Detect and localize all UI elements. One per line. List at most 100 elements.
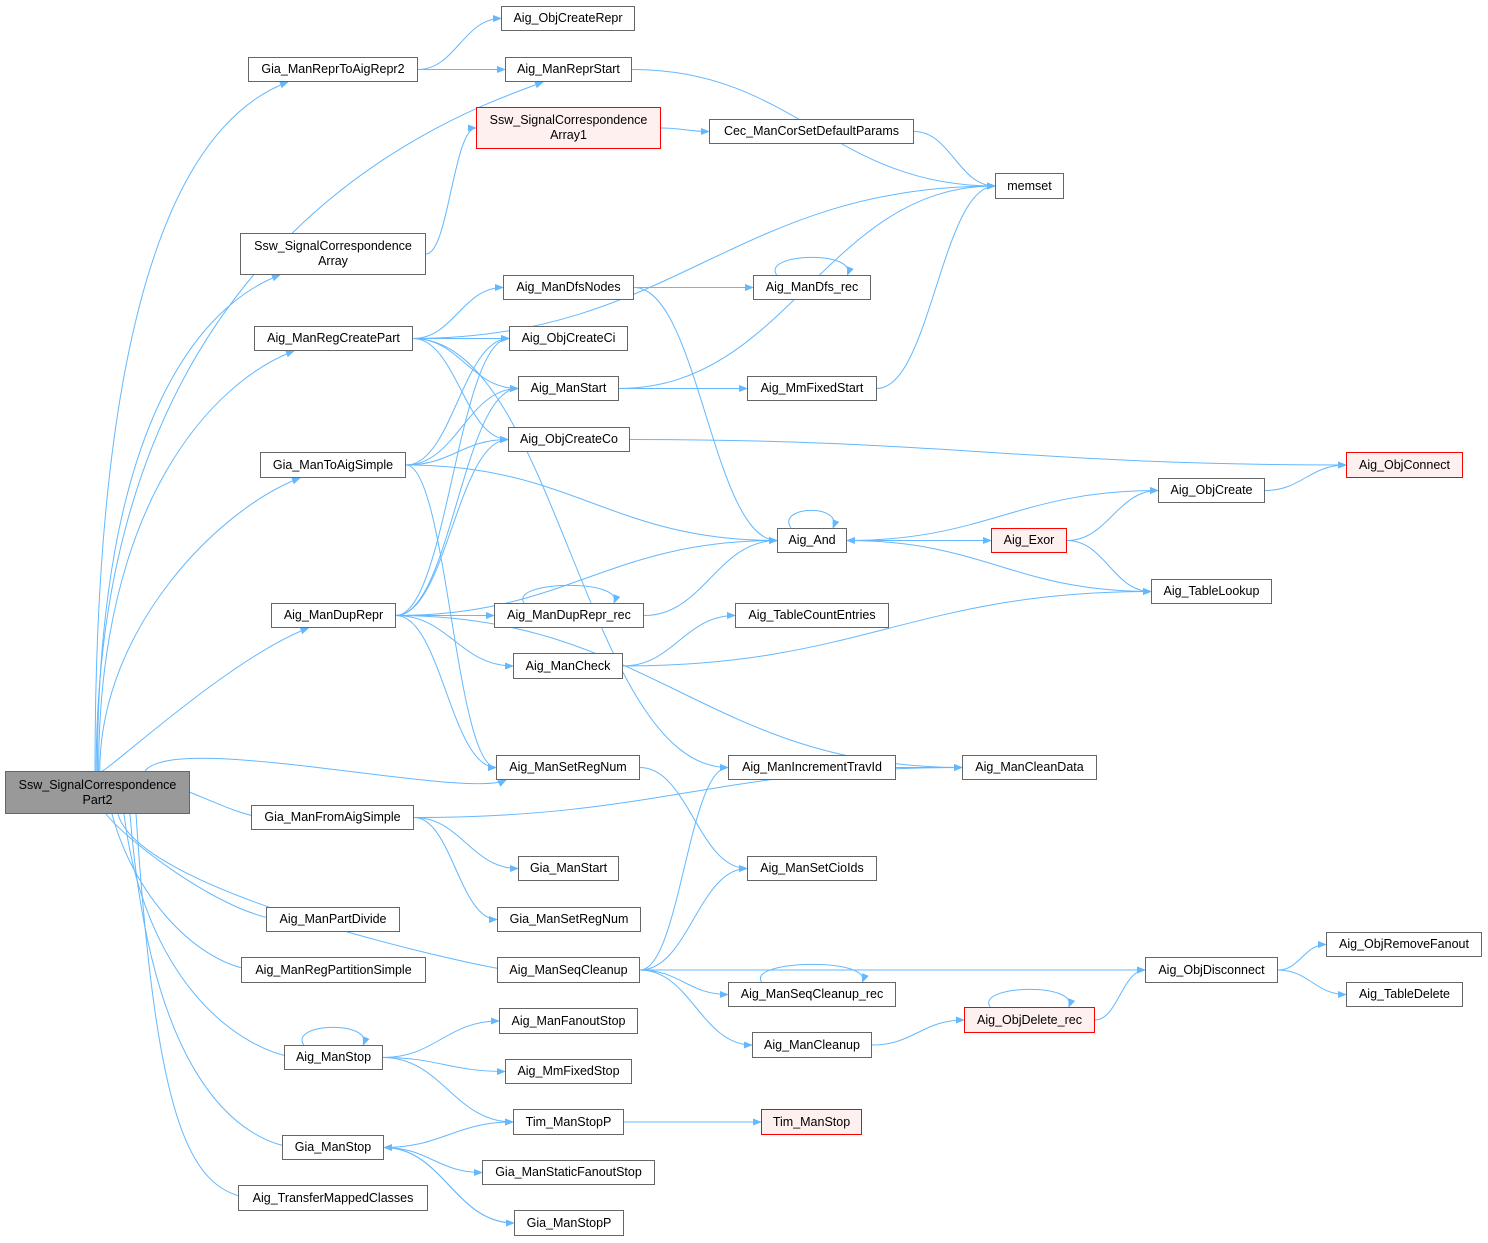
node-mancleanup[interactable]: Aig_ManCleanup <box>752 1032 872 1058</box>
edge-seqcleanup-to-mancleanup <box>639 969 753 1049</box>
node-seqcleanuprec[interactable]: Aig_ManSeqCleanup_rec <box>728 982 896 1007</box>
edge-seqcleanuprec-to-seqcleanuprec <box>759 963 869 983</box>
node-objcreaterepr[interactable]: Aig_ObjCreateRepr <box>501 6 635 31</box>
node-sswarray1[interactable]: Ssw_SignalCorrespondence Array1 <box>476 107 661 149</box>
edge-and-to-objcreate <box>846 486 1159 541</box>
node-giastaticfanoutstop[interactable]: Gia_ManStaticFanoutStop <box>482 1160 655 1185</box>
node-label: Aig_TransferMappedClasses <box>252 1190 414 1205</box>
node-label: Aig_ManRegCreatePart <box>267 331 400 345</box>
edge-duprepr-to-mancheck <box>395 615 514 670</box>
node-giareprtoaigrepr2[interactable]: Gia_ManReprToAigRepr2 <box>248 57 418 82</box>
node-label: Aig_ManStop <box>295 1050 372 1064</box>
node-label: Aig_ManCleanup <box>764 1037 860 1052</box>
node-manstop[interactable]: Aig_ManStop <box>284 1045 383 1070</box>
edge-root-to-manreprstart <box>95 81 544 772</box>
edge-duprepr-to-objcreateco <box>395 435 509 616</box>
edge-root-to-setregnum <box>144 757 507 787</box>
node-timstopp[interactable]: Tim_ManStopP <box>513 1109 624 1135</box>
edge-seqcleanup-to-inctravid <box>639 763 729 971</box>
node-partdivide[interactable]: Aig_ManPartDivide <box>266 907 400 932</box>
node-transfermapped[interactable]: Aig_TransferMappedClasses <box>238 1185 428 1211</box>
edge-regcreatepart-to-objcreateco <box>412 338 509 444</box>
edge-giatoaigsimple-to-setregnum <box>405 464 497 772</box>
edge-root-to-giatoaigsimple <box>99 477 301 772</box>
node-objdeleterec[interactable]: Aig_ObjDelete_rec <box>964 1007 1095 1033</box>
edge-exor-to-tablelookup <box>1066 540 1152 596</box>
node-sswarray[interactable]: Ssw_SignalCorrespondence Array <box>240 233 426 275</box>
node-giastart[interactable]: Gia_ManStart <box>518 856 619 881</box>
node-label: Aig_ObjConnect <box>1358 457 1451 472</box>
node-label: Aig_ManFanoutStop <box>511 1013 626 1028</box>
node-dfsnodes[interactable]: Aig_ManDfsNodes <box>503 275 634 300</box>
node-mmfixedstop[interactable]: Aig_MmFixedStop <box>505 1059 632 1084</box>
node-fanoutstop[interactable]: Aig_ManFanoutStop <box>499 1008 638 1034</box>
edge-objcreate-to-objconnect <box>1264 461 1347 491</box>
node-manreprstart[interactable]: Aig_ManReprStart <box>505 57 632 82</box>
node-label: Aig_ManIncrementTravId <box>742 760 882 774</box>
node-seqcleanup[interactable]: Aig_ManSeqCleanup <box>497 957 640 983</box>
edge-root-to-giastop <box>129 813 293 1150</box>
edge-root-to-sswarray <box>96 274 281 772</box>
node-objdisconnect[interactable]: Aig_ObjDisconnect <box>1145 957 1278 983</box>
node-cleandata[interactable]: Aig_ManCleanData <box>962 755 1097 780</box>
edge-objdisconnect-to-tabledelete <box>1277 969 1347 999</box>
node-objremovefanout[interactable]: Aig_ObjRemoveFanout <box>1326 932 1482 957</box>
node-label: Aig_ManRegPartitionSimple <box>255 962 412 977</box>
node-tablelookup[interactable]: Aig_TableLookup <box>1151 579 1272 604</box>
node-objcreateci[interactable]: Aig_ObjCreateCi <box>509 326 628 351</box>
edge-dupreprrec-to-dupreprrec <box>522 584 621 604</box>
node-label: Aig_ManPartDivide <box>279 912 387 926</box>
node-giasetregnum[interactable]: Gia_ManSetRegNum <box>497 907 641 932</box>
node-regpartsimple[interactable]: Aig_ManRegPartitionSimple <box>241 957 426 983</box>
node-setregnum[interactable]: Aig_ManSetRegNum <box>496 755 640 780</box>
node-objcreateco[interactable]: Aig_ObjCreateCo <box>508 427 630 452</box>
node-label: Aig_ManSeqCleanup <box>509 962 628 977</box>
node-timstop[interactable]: Tim_ManStop <box>761 1109 862 1135</box>
edge-manstop-to-fanoutstop <box>382 1017 500 1058</box>
node-regcreatepart[interactable]: Aig_ManRegCreatePart <box>254 326 413 351</box>
node-label: Aig_MmFixedStop <box>517 1064 620 1078</box>
edge-manstop-to-manstop <box>301 1026 370 1046</box>
edge-mmfixedstart-to-memset <box>876 182 996 389</box>
node-label: Aig_TableLookup <box>1163 584 1260 598</box>
edge-duprepr-to-and <box>395 536 778 616</box>
node-root[interactable]: Ssw_SignalCorrespondence Part2 <box>5 771 190 814</box>
node-duprepr[interactable]: Aig_ManDupRepr <box>271 603 396 628</box>
node-giastop[interactable]: Gia_ManStop <box>282 1135 384 1160</box>
edge-dupreprrec-to-and <box>643 536 778 616</box>
node-label: Aig_ManSetCioIds <box>760 861 864 875</box>
node-mmfixedstart[interactable]: Aig_MmFixedStart <box>747 376 877 401</box>
node-label: Aig_ManCleanData <box>975 760 1084 774</box>
node-objconnect[interactable]: Aig_ObjConnect <box>1346 452 1463 478</box>
node-inctravid[interactable]: Aig_ManIncrementTravId <box>728 755 896 780</box>
node-memset[interactable]: memset <box>995 173 1064 199</box>
edge-root-to-duprepr <box>100 627 310 772</box>
node-dfsrec[interactable]: Aig_ManDfs_rec <box>753 275 871 300</box>
node-tablecount[interactable]: Aig_TableCountEntries <box>735 603 889 628</box>
edge-root-to-manstop <box>123 813 295 1060</box>
edge-dfsrec-to-dfsrec <box>774 256 854 276</box>
node-cecdefault[interactable]: Cec_ManCorSetDefaultParams <box>709 119 914 144</box>
node-objcreate[interactable]: Aig_ObjCreate <box>1158 478 1265 503</box>
edge-manstop-to-timstopp <box>382 1057 514 1126</box>
node-mancheck[interactable]: Aig_ManCheck <box>513 653 623 679</box>
node-dupreprrec[interactable]: Aig_ManDupRepr_rec <box>494 603 644 628</box>
edge-objdisconnect-to-objremovefanout <box>1277 940 1327 971</box>
node-giatoaigsimple[interactable]: Gia_ManToAigSimple <box>260 452 406 478</box>
node-setcioids[interactable]: Aig_ManSetCioIds <box>747 856 877 881</box>
node-label: Tim_ManStop <box>772 1114 851 1129</box>
node-label: memset <box>1007 178 1052 193</box>
node-giastopp[interactable]: Gia_ManStopP <box>514 1210 624 1236</box>
node-exor[interactable]: Aig_Exor <box>991 528 1067 553</box>
edge-duprepr-to-manstart <box>395 384 519 616</box>
node-manstart[interactable]: Aig_ManStart <box>518 376 619 401</box>
node-label: Gia_ManStaticFanoutStop <box>495 1165 642 1179</box>
node-tabledelete[interactable]: Aig_TableDelete <box>1346 982 1463 1007</box>
node-label: Aig_MmFixedStart <box>760 381 864 395</box>
node-giafromaigsimple[interactable]: Gia_ManFromAigSimple <box>251 805 414 830</box>
node-label: Aig_ManStart <box>530 381 607 395</box>
edge-regcreatepart-to-manstart <box>412 338 519 393</box>
edge-sswarray-to-sswarray1 <box>425 124 477 255</box>
node-and[interactable]: Aig_And <box>777 528 847 553</box>
